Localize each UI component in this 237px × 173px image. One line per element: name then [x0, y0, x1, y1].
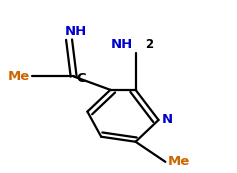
Text: NH: NH — [65, 25, 87, 38]
Text: C: C — [76, 72, 86, 85]
Text: 2: 2 — [145, 38, 153, 51]
Text: NH: NH — [111, 38, 133, 51]
Text: N: N — [162, 113, 173, 126]
Text: Me: Me — [168, 155, 190, 168]
Text: Me: Me — [8, 70, 30, 83]
